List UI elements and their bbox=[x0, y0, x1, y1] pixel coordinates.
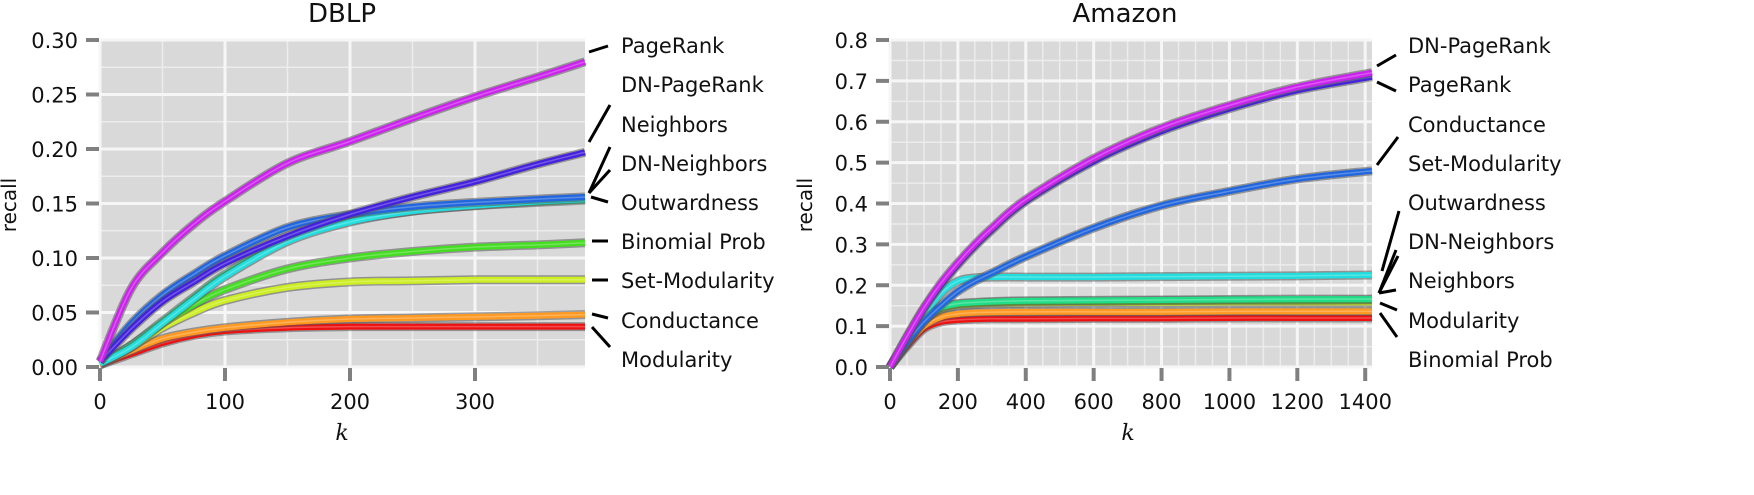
series-line bbox=[887, 69, 1373, 369]
legend-label: Binomial Prob bbox=[621, 230, 766, 254]
legend-label: PageRank bbox=[621, 34, 725, 58]
y-tick-label: 0.2 bbox=[835, 274, 868, 298]
series-highlight bbox=[99, 196, 586, 363]
y-axis-label: recall bbox=[0, 178, 21, 232]
y-tick-label: 0.20 bbox=[31, 138, 78, 162]
y-tick-label: 0.15 bbox=[31, 193, 78, 217]
y-tick-label: 0.30 bbox=[31, 29, 78, 53]
series-line bbox=[98, 311, 586, 368]
x-tick-label: 1200 bbox=[1271, 390, 1324, 414]
x-tick-label: 0 bbox=[93, 390, 106, 414]
y-tick-label: 0.5 bbox=[835, 152, 868, 176]
legend-leader-line bbox=[588, 44, 609, 54]
legend-label: Outwardness bbox=[1408, 191, 1546, 215]
y-tick-label: 0.00 bbox=[31, 356, 78, 380]
series-line bbox=[97, 58, 586, 363]
x-tick-label: 600 bbox=[1074, 390, 1114, 414]
legend-label: Neighbors bbox=[1408, 269, 1515, 293]
legend-label: Conductance bbox=[621, 309, 759, 333]
y-tick-label: 0.1 bbox=[835, 315, 868, 339]
x-tick-label: 200 bbox=[330, 390, 370, 414]
legend-label: PageRank bbox=[1408, 73, 1512, 97]
chart-amazon: 0.0 0.1 0.2 0.3 0.4 0.5 0.6 0.7 0.8 0 200 400 600 800… bbox=[793, 0, 1562, 446]
legend-label: Binomial Prob bbox=[1408, 348, 1553, 372]
series-highlight bbox=[99, 313, 586, 366]
legend-leader-line bbox=[587, 104, 612, 143]
legend-label: DN-Neighbors bbox=[1408, 230, 1554, 254]
legend-leader-line bbox=[590, 325, 612, 349]
legend-label: Set-Modularity bbox=[621, 269, 775, 293]
series-line bbox=[97, 149, 586, 364]
legend-label: Modularity bbox=[621, 348, 732, 372]
legend-label: DN-Neighbors bbox=[621, 152, 767, 176]
x-tick-label: 1000 bbox=[1203, 390, 1256, 414]
series-line bbox=[887, 167, 1373, 369]
x-tick-label: 0 bbox=[883, 390, 896, 414]
x-tick-label: 300 bbox=[455, 390, 495, 414]
legend-label: DN-PageRank bbox=[621, 73, 765, 97]
y-tick-label: 0.8 bbox=[835, 29, 868, 53]
legend-leader-line bbox=[1377, 249, 1398, 294]
legend-leader-line bbox=[1376, 80, 1397, 93]
series-pagerank bbox=[95, 57, 587, 364]
series-dn-pagerank bbox=[886, 68, 1373, 370]
series-dn-pagerank bbox=[96, 147, 587, 365]
series-conductance bbox=[886, 166, 1373, 370]
y-tick-label: 0.7 bbox=[835, 70, 868, 94]
legend-leader-line bbox=[1378, 288, 1397, 295]
y-tick-label: 0.10 bbox=[31, 247, 78, 271]
legend-leader-line bbox=[587, 146, 612, 194]
legend-leader-line bbox=[1376, 53, 1397, 68]
legend-label: Outwardness bbox=[621, 191, 759, 215]
x-tick-label: 400 bbox=[1006, 390, 1046, 414]
y-tick-label: 0.6 bbox=[835, 111, 868, 135]
legend-leader-line bbox=[1380, 210, 1401, 272]
chart-title: DBLP bbox=[308, 0, 376, 29]
x-tick-label: 1400 bbox=[1338, 390, 1391, 414]
y-tick-label: 0.05 bbox=[31, 302, 78, 326]
x-tick-label: 100 bbox=[205, 390, 245, 414]
x-axis-label: k bbox=[1121, 421, 1134, 446]
legend-leader-line bbox=[1375, 136, 1400, 166]
chart-title: Amazon bbox=[1072, 0, 1177, 29]
legend-label: Conductance bbox=[1408, 113, 1546, 137]
y-axis-label: recall bbox=[793, 178, 817, 232]
x-axis-label: k bbox=[335, 421, 348, 446]
x-tick-label: 800 bbox=[1142, 390, 1182, 414]
series-highlight bbox=[889, 71, 1373, 368]
series-conductance bbox=[98, 310, 586, 369]
legend-label: Set-Modularity bbox=[1408, 152, 1562, 176]
x-tick-label: 200 bbox=[938, 390, 978, 414]
chart-dblp: 0.00 0.05 0.10 0.15 0.20 0.25 0.30 0 100 200 300 DB… bbox=[0, 0, 775, 446]
series-highlight bbox=[99, 151, 586, 363]
legend-leader-line bbox=[1379, 301, 1398, 312]
legend-leader-line bbox=[587, 168, 612, 195]
legend-label: Neighbors bbox=[621, 113, 728, 137]
y-tick-label: 0.3 bbox=[835, 233, 868, 257]
legend-leader-line bbox=[1378, 312, 1399, 338]
series-neighbors bbox=[96, 192, 586, 365]
legend-leader-line bbox=[590, 195, 609, 204]
series-highlight bbox=[889, 170, 1373, 368]
series-line bbox=[97, 193, 586, 364]
legend-leader-line bbox=[591, 312, 609, 320]
legend-label: DN-PageRank bbox=[1408, 34, 1552, 58]
y-tick-label: 0.0 bbox=[835, 356, 868, 380]
series-highlight bbox=[99, 61, 586, 362]
y-tick-label: 0.25 bbox=[31, 84, 78, 108]
y-tick-label: 0.4 bbox=[835, 193, 868, 217]
legend-label: Modularity bbox=[1408, 309, 1519, 333]
